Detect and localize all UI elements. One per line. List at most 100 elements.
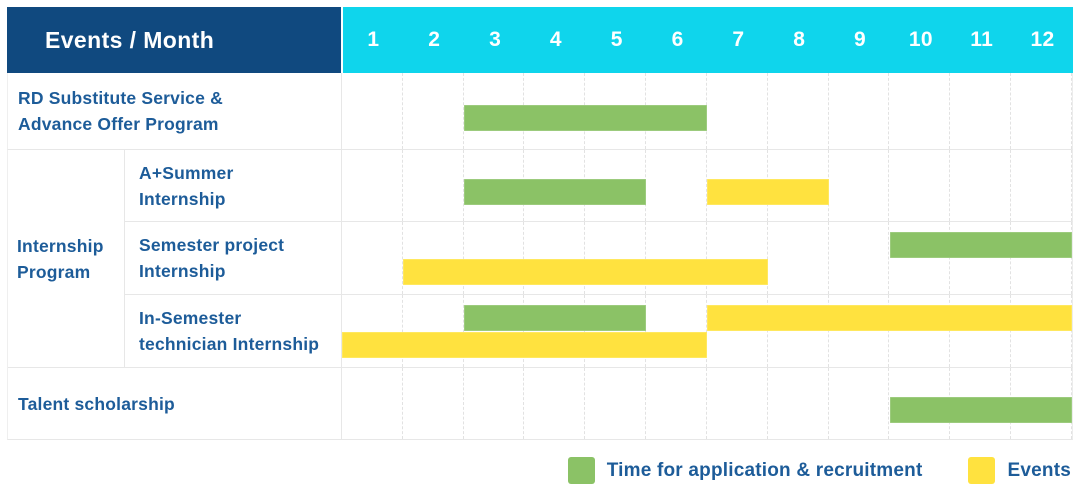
month-grid-cell	[768, 222, 829, 294]
row-label-line: Advance Offer Program	[18, 114, 219, 134]
month-header-cell: 8	[793, 28, 806, 51]
month-grid-cell	[646, 150, 707, 221]
month-grid-cell	[707, 73, 768, 149]
month-grid-cell	[403, 368, 464, 439]
month-grid-cell	[829, 73, 890, 149]
events-month-header-cell: Events / Month	[7, 7, 341, 73]
month-grid-cell	[464, 295, 525, 367]
gantt-bar-green	[463, 305, 647, 331]
row-timeline	[342, 73, 1072, 149]
legend-swatch-yellow	[968, 457, 996, 484]
month-grid-cell	[707, 368, 768, 439]
row-label: In-Semester technician Internship	[125, 295, 342, 367]
legend-label: Time for application & recruitment	[606, 459, 923, 481]
month-grid-cell	[585, 295, 647, 367]
month-grid-cell	[829, 222, 890, 294]
month-grid-cell	[707, 295, 768, 367]
month-grid-cell	[768, 368, 829, 439]
table-body: RD Substitute Service & Advance Offer Pro…	[7, 73, 1073, 440]
row-label-line: A+Summer	[139, 162, 234, 183]
month-grid-cell	[1011, 295, 1072, 367]
legend-item-green: Time for application & recruitment	[567, 457, 923, 484]
month-grid-cell	[768, 295, 829, 367]
month-grid-cell	[646, 295, 707, 367]
month-grid-cell	[950, 222, 1012, 294]
table-row: Semester project Internship	[125, 222, 1073, 295]
month-header-cell: 10	[908, 28, 933, 51]
row-timeline	[342, 222, 1072, 294]
group-label-line: Internship	[17, 235, 104, 256]
month-header-cell: 11	[970, 28, 994, 51]
month-header-cell: 5	[610, 28, 623, 51]
group-subrows: A+Summer Internship Semester project Intern…	[125, 150, 1073, 368]
row-label-line: Internship	[139, 188, 226, 209]
month-grid-cell	[829, 368, 890, 439]
month-grid-cell	[950, 150, 1012, 221]
row-label: Talent scholarship	[8, 368, 342, 439]
month-header-cell: 9	[854, 28, 867, 51]
month-grid-cell	[403, 73, 464, 149]
row-label-line: RD Substitute Service &	[18, 88, 223, 108]
month-grid-cell	[889, 73, 951, 149]
month-grid-cell	[707, 222, 768, 294]
month-grid-cell	[1011, 150, 1072, 221]
month-grid-cell	[646, 222, 707, 294]
month-header-cell: 3	[489, 28, 502, 51]
month-grid-cell	[403, 295, 464, 367]
month-header-cell: 7	[732, 28, 745, 51]
row-timeline	[342, 368, 1072, 439]
month-grid-cell	[342, 295, 403, 367]
month-grid-cell	[829, 295, 890, 367]
month-header-cell: 4	[549, 28, 562, 51]
gantt-bar-green	[463, 179, 647, 205]
month-grid-cell	[464, 368, 525, 439]
row-label-line: In-Semester	[139, 308, 242, 328]
row-label-line: Semester project	[139, 235, 285, 255]
row-label-line: Talent scholarship	[18, 393, 175, 414]
group-label-line: Program	[17, 261, 91, 282]
month-grid-cell	[524, 368, 586, 439]
row-label: Semester project Internship	[125, 222, 342, 294]
month-grid-cell	[342, 222, 403, 294]
month-grid-cell	[342, 150, 403, 221]
gantt-bar-green	[463, 104, 707, 131]
month-grid-cell	[585, 368, 647, 439]
gantt-chart: Events / Month 1 2 3 4 5 6 7 8 9 10 11 12 RD Substi…	[7, 7, 1073, 484]
month-grid-cell	[889, 150, 951, 221]
row-timeline	[342, 295, 1072, 367]
gantt-bar-yellow	[342, 332, 707, 358]
legend-swatch-green	[567, 457, 595, 484]
month-grid-cell	[950, 295, 1012, 367]
month-grid-cell	[403, 222, 464, 294]
month-grid-cell	[403, 150, 464, 221]
row-label-line: technician Internship	[139, 334, 320, 354]
month-grid-cell	[889, 222, 951, 294]
month-header-cell: 1	[367, 28, 380, 51]
gantt-bar-green	[889, 397, 1072, 423]
month-grid-cell	[342, 73, 403, 149]
month-header-strip: 1 2 3 4 5 6 7 8 9 10 11 12	[343, 7, 1073, 73]
month-grid-cell	[1011, 73, 1072, 149]
month-grid-cell	[950, 73, 1012, 149]
gantt-bar-green	[889, 232, 1072, 258]
month-grid-cell	[342, 368, 403, 439]
legend-item-yellow: Events	[968, 457, 1071, 484]
month-header-cell: 6	[671, 28, 684, 51]
row-label: A+Summer Internship	[125, 150, 342, 221]
row-timeline	[342, 150, 1072, 221]
month-header-cell: 2	[428, 28, 441, 51]
month-grid-cell	[768, 73, 829, 149]
month-grid-cell	[524, 222, 586, 294]
table-row: In-Semester technician Internship	[125, 295, 1073, 368]
table-row: RD Substitute Service & Advance Offer Pro…	[7, 73, 1073, 150]
table-row: A+Summer Internship	[125, 150, 1073, 222]
month-grid-cell	[646, 368, 707, 439]
gantt-bar-yellow	[402, 259, 768, 285]
gantt-bar-yellow	[707, 305, 1072, 331]
month-header-cell: 12	[1030, 28, 1055, 51]
month-grid-cell	[889, 295, 951, 367]
row-label: RD Substitute Service & Advance Offer Pro…	[8, 73, 342, 149]
month-grid-cell	[464, 222, 525, 294]
legend: Time for application & recruitment Events	[7, 457, 1073, 484]
legend-label: Events	[1007, 459, 1071, 481]
